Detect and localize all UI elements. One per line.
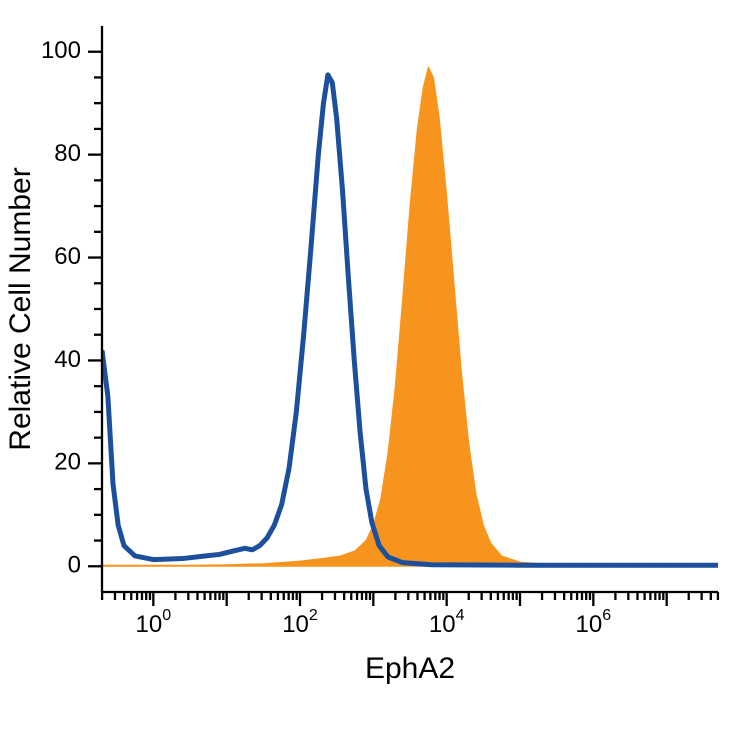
axes: 0 20 40 60 80 100 100 102 104 106 Relative Cell Nu… (4, 26, 718, 685)
y-tick-label: 100 (41, 37, 81, 64)
filled-histogram (102, 67, 718, 566)
flow-cytometry-histogram: 0 20 40 60 80 100 100 102 104 106 Relative Cell Nu… (0, 0, 743, 743)
chart-container: 0 20 40 60 80 100 100 102 104 106 Relative Cell Nu… (0, 0, 743, 743)
x-tick-label: 106 (576, 607, 612, 638)
y-tick-label: 60 (54, 243, 81, 270)
x-tick-label: 100 (136, 607, 172, 638)
x-axis-label: EphA2 (365, 652, 455, 685)
x-tick-label: 102 (282, 607, 318, 638)
y-tick-label: 80 (54, 140, 81, 167)
x-tick-label: 104 (429, 607, 465, 638)
y-tick-label: 40 (54, 346, 81, 373)
y-tick-label: 0 (68, 552, 81, 579)
y-axis-label: Relative Cell Number (4, 167, 37, 450)
y-tick-label: 20 (54, 449, 81, 476)
